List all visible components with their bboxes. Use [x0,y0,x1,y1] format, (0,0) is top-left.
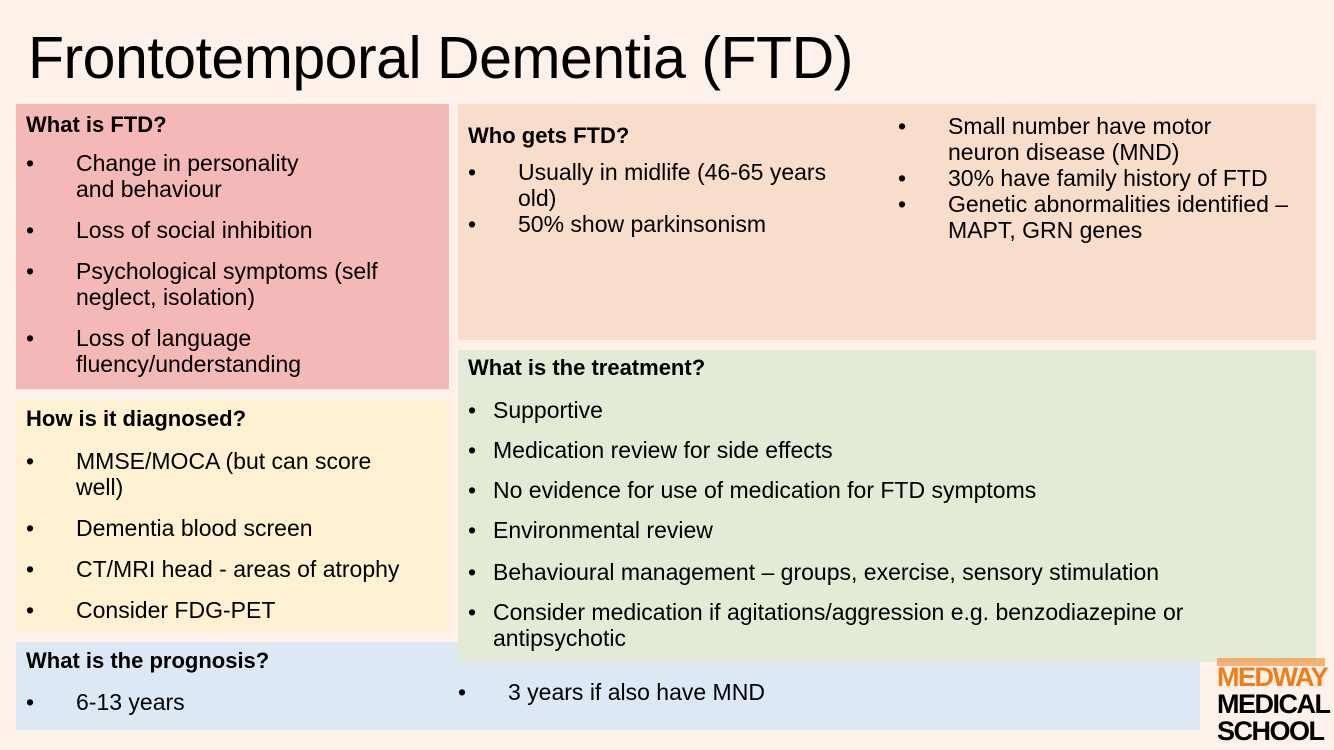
list-item: • Change in personality and behaviour [26,150,299,202]
treatment-list: • Supportive • Medication review for side … [468,397,1298,651]
diagnosis-list: • MMSE/MOCA (but can score well) • Dementi… [26,448,431,623]
what-is-ftd-heading: What is FTD? [26,112,167,137]
list-item: • Supportive [468,397,603,423]
list-item: • Consider medication if agitations/aggre… [468,599,1184,651]
page-title: Frontotemporal Dementia (FTD) [28,25,853,91]
list-item: • Psychological symptoms (self neglect, i… [26,258,378,310]
treatment-panel: What is the treatment? • Supportive • Medi… [458,350,1316,662]
diagnosis-panel: How is it diagnosed? • MMSE/MOCA (but can… [16,400,449,632]
prognosis-heading: What is the prognosis? [26,648,270,673]
list-item: • Medication review for side effects [468,437,833,463]
list-item: • 30% have family history of FTD [898,165,1268,191]
list-item: • Dementia blood screen [26,515,313,541]
who-gets-ftd-panel: Who gets FTD? • Usually in midlife (46-65… [458,104,1316,340]
list-item: • Loss of language fluency/understanding [26,325,302,377]
who-gets-ftd-heading: Who gets FTD? [468,123,630,148]
list-item: • CT/MRI head - areas of atrophy [26,556,400,582]
list-item: • Usually in midlife (46-65 years old) [468,159,827,211]
list-item: • Small number have motor neuron disease … [898,113,1212,165]
list-item: • Loss of social inhibition [26,217,313,243]
medway-medical-school-logo: MEDWAY MEDICAL SCHOOL [1217,662,1331,746]
list-item: • No evidence for use of medication for F… [468,477,1037,503]
diagnosis-heading: How is it diagnosed? [26,406,247,431]
what-is-ftd-list: • Change in personality and behaviour • Lo… [26,150,431,377]
prognosis-list-left: • 6-13 years [26,689,326,715]
list-item: • Consider FDG-PET [26,597,276,623]
list-item: • 50% show parkinsonism [468,211,767,237]
who-gets-list-right: • Small number have motor neuron disease … [898,113,1308,243]
list-item: • Environmental review [468,517,713,543]
logo-accent-bar [1217,658,1325,666]
list-item: • Behavioural management – groups, exerci… [468,559,1160,585]
list-item: • Genetic abnormalities identified – MAPT… [898,191,1289,243]
what-is-ftd-panel: What is FTD? • Change in personality and … [16,104,449,389]
list-item: • MMSE/MOCA (but can score well) [26,448,372,500]
treatment-heading: What is the treatment? [468,355,706,380]
list-item: • 3 years if also have MND [458,679,765,705]
list-item: • 6-13 years [26,689,185,715]
who-gets-list-left: • Usually in midlife (46-65 years old) • 5… [468,159,858,237]
prognosis-list-right: • 3 years if also have MND [458,679,858,705]
